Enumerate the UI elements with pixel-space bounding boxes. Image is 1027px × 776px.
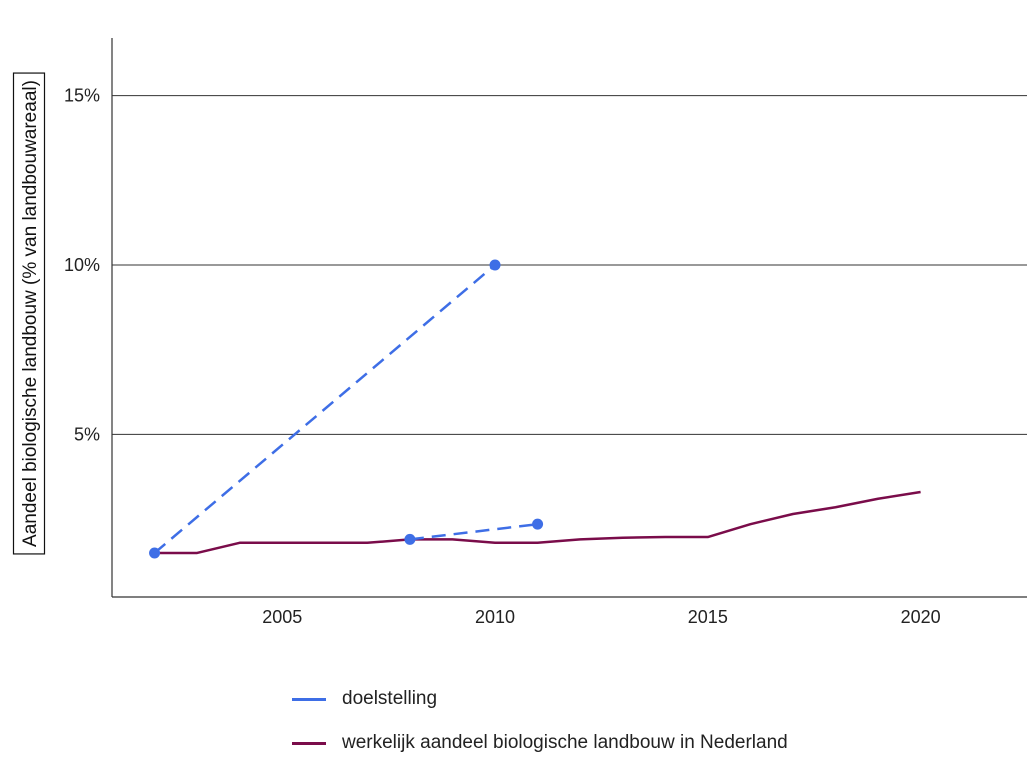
series [149,259,921,559]
legend-swatch-actual [292,741,326,745]
series-line-actual [154,490,921,555]
x-tick-labels: 2005 2010 2015 2020 [262,607,940,627]
legend-swatch-target [292,697,326,701]
legend-label-actual: werkelijk aandeel biologische landbouw i… [342,732,788,753]
x-tick-label: 2010 [475,607,515,627]
y-tick-label: 10% [64,255,100,275]
gridlines [112,95,1027,435]
y-axis-label: Aandeel biologische landbouw (% van land… [12,72,46,555]
data-point-target [149,547,161,559]
data-point-target [404,533,416,545]
y-axis-label-box [12,72,46,555]
series-line-target [409,522,538,541]
x-tick-label: 2005 [262,607,302,627]
legend-label-target: doelstelling [342,688,438,709]
data-point-target [489,259,501,271]
y-axis-label-text: Aandeel biologische landbouw (% van land… [20,80,41,547]
x-tick-label: 2015 [688,607,728,627]
x-tick-label: 2020 [901,607,941,627]
legend: doelstelling werkelijk aandeel biologisc… [292,688,788,776]
y-tick-labels: 5% 10% 15% [64,86,100,445]
chart: 5% 10% 15% 2005 2010 2015 2020 Aandeel biolog… [12,38,1027,627]
y-tick-label: 5% [74,424,100,444]
data-point-target [532,518,544,530]
legend-item-actual[interactable]: werkelijk aandeel biologische landbouw i… [292,732,788,754]
y-tick-label: 15% [64,86,100,106]
series-line-target [153,264,496,554]
legend-item-target[interactable]: doelstelling [292,688,788,710]
